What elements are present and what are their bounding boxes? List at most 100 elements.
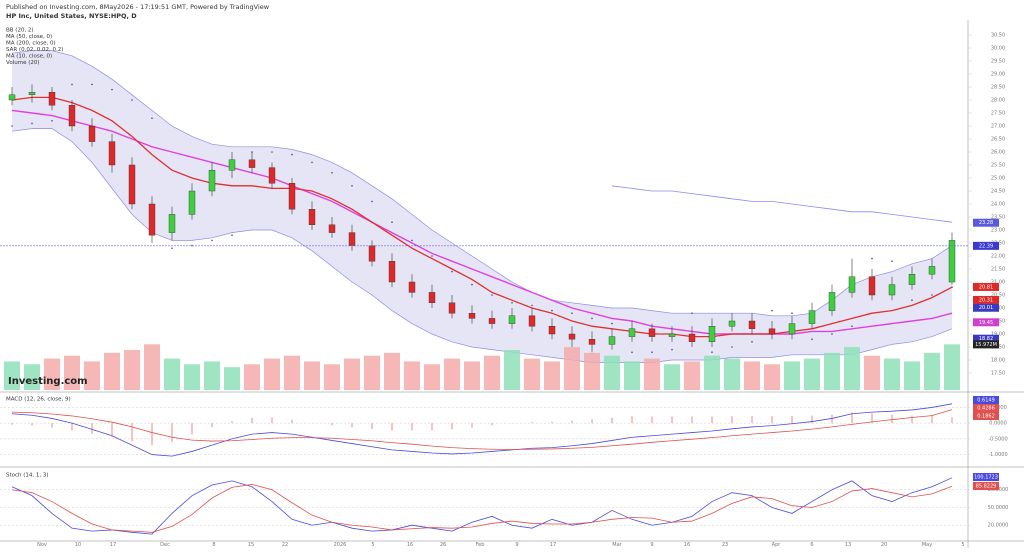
x-tick-label: 5 <box>371 542 374 548</box>
candle-body <box>668 333 676 337</box>
volume-bar <box>744 361 760 390</box>
value-tag-label: 23.28 <box>979 220 993 226</box>
value-tag-label: 0.6149 <box>977 398 995 404</box>
candle-body <box>948 240 956 283</box>
value-tag <box>973 241 999 250</box>
pane-title: MACD (12, 26, close, 9) <box>6 397 71 403</box>
y-tick-label: -1.0000 <box>988 452 1007 458</box>
candle-body <box>268 167 276 184</box>
value-tag <box>973 340 999 349</box>
sar-dot <box>291 153 293 156</box>
y-tick-label: 30.00 <box>991 46 1005 52</box>
y-tick-label: 22.00 <box>991 254 1005 260</box>
value-tag-label: 19.45 <box>979 320 993 326</box>
sar-dot <box>671 348 673 351</box>
sar-dot <box>511 302 513 304</box>
candle-body <box>148 203 156 236</box>
volume-bar <box>804 358 820 390</box>
candle-body <box>928 266 936 275</box>
candle-body <box>908 274 916 285</box>
sar-dot <box>851 325 853 328</box>
x-tick-label: 9 <box>515 542 518 548</box>
x-tick-label: May <box>922 542 932 548</box>
sar-dot <box>891 260 893 263</box>
volume-bar <box>884 358 900 390</box>
volume-bar <box>384 352 400 390</box>
x-tick-label: 26 <box>440 542 446 548</box>
sar-dot <box>271 151 273 153</box>
volume-bar <box>504 350 520 390</box>
candle-body <box>28 91 36 95</box>
candle-body <box>108 141 116 166</box>
sar-dot <box>591 317 593 320</box>
volume-bar <box>124 350 140 390</box>
sar-dot <box>551 309 553 312</box>
y-tick-label: 23.50 <box>991 215 1005 221</box>
y-tick-label: 24.00 <box>991 202 1005 208</box>
value-tag <box>973 218 999 227</box>
x-tick-label: 8 <box>212 542 215 548</box>
value-tag-label: 0.1862 <box>977 414 995 420</box>
volume-bar <box>844 347 860 390</box>
volume-bar <box>204 361 220 390</box>
volume-bar <box>104 352 120 390</box>
volume-bar <box>44 358 60 390</box>
sar-dot <box>431 255 433 257</box>
sar-dot <box>211 239 213 242</box>
candle-body <box>408 281 416 293</box>
candle-body <box>628 328 636 337</box>
volume-bar <box>484 355 500 390</box>
value-tag <box>973 473 999 481</box>
candle-body <box>208 169 216 192</box>
ma-line <box>11 109 953 335</box>
x-tick-label: 20 <box>881 542 887 548</box>
candle-body <box>708 326 716 343</box>
sar-dot <box>871 257 873 260</box>
volume-bar <box>364 355 380 390</box>
publish-line: Published on Investing.com, 8May2026 - 1… <box>6 3 270 11</box>
x-tick-label: 17 <box>550 542 556 548</box>
y-tick-label: 27.00 <box>991 124 1005 130</box>
volume-bar <box>264 358 280 390</box>
legend-entry: SAR (0.02, 0.02, 0.2) <box>6 47 63 53</box>
candle-body <box>648 328 656 337</box>
y-tick-label: 28.00 <box>991 98 1005 104</box>
value-tag <box>973 318 999 327</box>
candle-body <box>308 208 316 225</box>
x-tick-label: Feb <box>476 542 485 548</box>
bollinger-fill <box>12 50 952 363</box>
y-tick-label: 29.50 <box>991 59 1005 65</box>
value-tag <box>973 396 999 404</box>
bollinger-upper <box>11 50 953 317</box>
volume-bar <box>164 358 180 390</box>
sar-dot <box>371 200 373 203</box>
value-tag <box>973 404 999 412</box>
volume-bar <box>444 358 460 390</box>
volume-bar <box>944 344 960 390</box>
candle-body <box>388 261 396 283</box>
legend-entry: BB (20, 2) <box>6 28 34 34</box>
candle-body <box>328 224 336 233</box>
candle-body <box>488 318 496 324</box>
volume-bar <box>524 358 540 390</box>
value-tag-label: 20.01 <box>979 305 993 311</box>
y-tick-label: 0.0000 <box>989 421 1007 427</box>
watermark: Investing.com <box>8 376 88 387</box>
value-tag <box>973 482 999 490</box>
x-tick-label: 5 <box>961 542 964 548</box>
sar-dot <box>11 125 13 127</box>
candle-body <box>848 276 856 293</box>
value-tag <box>973 303 999 312</box>
y-tick-label: 28.50 <box>991 85 1005 91</box>
volume-bar <box>64 355 80 390</box>
x-tick-label: 15 <box>248 542 254 548</box>
sar-dot <box>411 239 413 242</box>
x-tick-label: 22 <box>282 542 288 548</box>
indicator-line <box>11 409 953 450</box>
x-tick-label: Dec <box>160 542 170 548</box>
legend-entry: MA (10, close, 0) <box>6 54 52 60</box>
y-tick-label: 24.50 <box>991 189 1005 195</box>
candle-body <box>608 336 616 345</box>
value-tag-label: 0.4286 <box>977 406 995 412</box>
